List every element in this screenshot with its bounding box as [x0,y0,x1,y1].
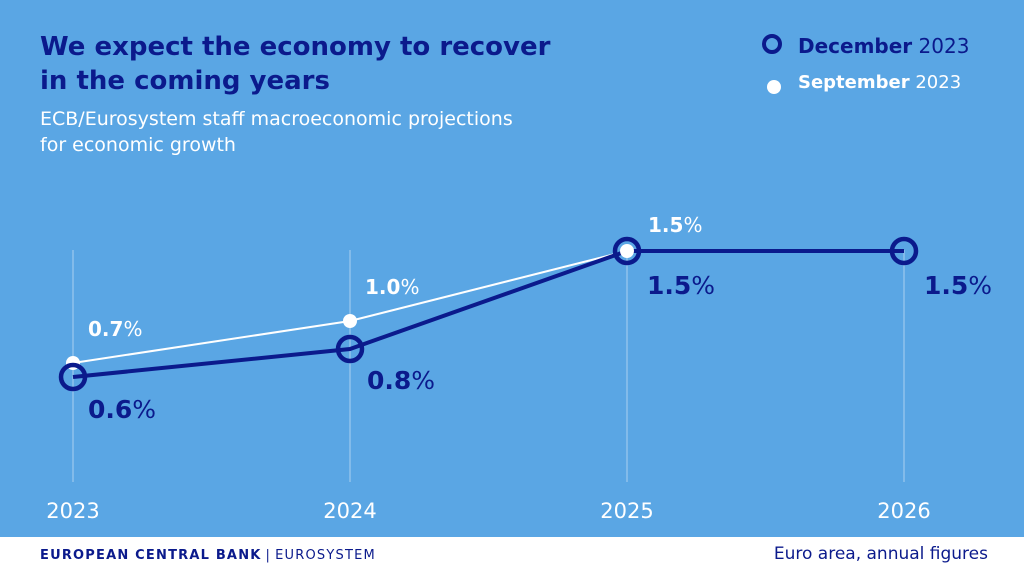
label-september-2024: 1.0% [365,275,419,299]
legend-label-december: December 2023 [798,34,969,58]
point-september-2025 [620,244,634,258]
point-september-2024 [343,314,357,328]
legend-marker-ring-icon [762,34,782,54]
page-subtitle: ECB/Eurosystem staff macroeconomic proje… [40,106,600,158]
point-december-2026 [889,236,919,266]
series-line-december [72,249,904,379]
point-december-2025 [612,236,642,266]
brand-divider: | [265,548,272,563]
ecb-logo-text: EUROPEAN CENTRAL BANK | EUROSYSTEM [40,548,376,563]
legend-label-september-month: September [798,72,910,93]
brand-name: EUROPEAN CENTRAL BANK [40,548,262,563]
point-december-2023 [58,362,88,392]
growth-line-chart: 2023 2024 2025 2026 0.7% 1.0% 1.5% 0.6% 0.8% 1.5%… [46,213,992,523]
label-december-2023: 0.6% [88,395,156,424]
subtitle-line-2: for economic growth [40,134,236,156]
label-september-2025: 1.5% [648,213,702,237]
point-december-2024 [335,334,365,364]
subtitle-line-1: ECB/Eurosystem staff macroeconomic proje… [40,108,513,130]
title-line-1: We expect the economy to recover [40,32,551,62]
label-december-2026: 1.5% [924,271,992,300]
label-december-2025: 1.5% [647,271,715,300]
x-tick-2026: 2026 [877,499,930,523]
label-december-2024: 0.8% [367,366,435,395]
chart-panel [0,0,1024,537]
x-tick-2023: 2023 [46,499,99,523]
x-tick-2025: 2025 [600,499,653,523]
title-line-2: in the coming years [40,66,330,96]
legend-label-september: September 2023 [798,72,961,93]
brand-eurosystem: EUROSYSTEM [275,548,376,563]
footer-note: Euro area, annual figures [773,544,988,564]
legend-label-december-year: 2023 [918,34,970,58]
footer-bar [0,537,1024,576]
legend-label-september-year: 2023 [915,72,962,93]
legend-marker-dot-icon [767,80,781,94]
x-tick-2024: 2024 [323,499,376,523]
label-september-2023: 0.7% [88,317,142,341]
page-title: We expect the economy to recover in the c… [40,30,600,98]
legend-label-december-month: December [798,34,913,58]
